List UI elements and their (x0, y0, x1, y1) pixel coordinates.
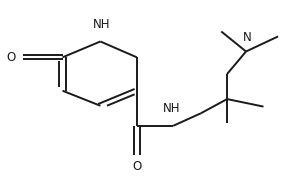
Text: O: O (7, 51, 16, 64)
Text: N: N (243, 31, 252, 44)
Text: O: O (132, 160, 141, 173)
Text: NH: NH (93, 18, 111, 31)
Text: NH: NH (163, 102, 181, 115)
